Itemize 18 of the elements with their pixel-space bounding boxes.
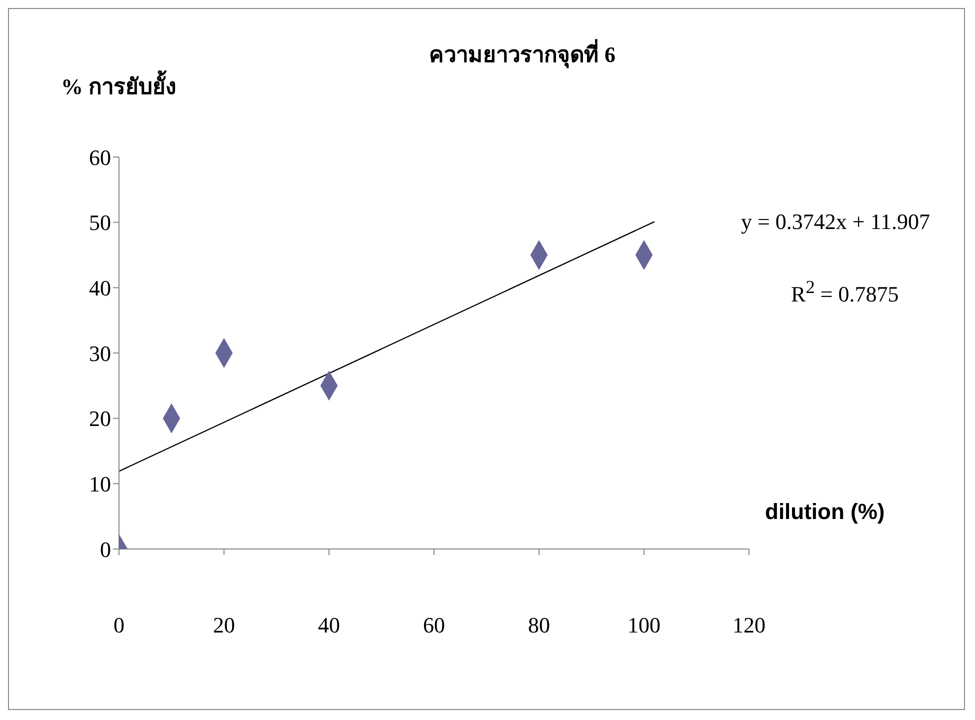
y-tick-label: 10 — [89, 471, 111, 496]
x-tick-label: 120 — [732, 612, 766, 638]
x-tick-label: 60 — [423, 612, 445, 638]
text: R$^{2}$ = 0.7875 — [791, 277, 899, 308]
chart-title: ความยาวรากจุดที่ 6 — [429, 38, 616, 70]
x-tick-label: 100 — [628, 612, 660, 638]
x-tick-label: 80 — [528, 612, 550, 638]
y-tick-label: 60 — [89, 144, 111, 170]
y-tick-label: 30 — [89, 340, 111, 366]
y-tick-label: 50 — [89, 210, 111, 236]
y-axis-title: % การยับยั้ง — [61, 69, 176, 101]
y-tick-label: 40 — [89, 275, 111, 300]
x-tick-label: 20 — [213, 612, 235, 638]
y-tick-label: 0 — [100, 536, 111, 562]
annotation: y = 0.3742x + 11.907 — [741, 209, 930, 235]
y-tick-label: 20 — [89, 406, 111, 432]
x-axis-title: dilution (%) — [765, 499, 885, 525]
x-tick-label: 40 — [318, 612, 340, 638]
